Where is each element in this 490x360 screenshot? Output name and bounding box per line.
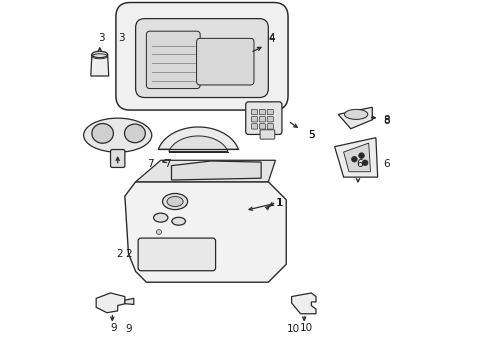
FancyBboxPatch shape	[259, 109, 266, 115]
Text: 8: 8	[383, 116, 390, 126]
Polygon shape	[91, 54, 109, 76]
Text: 8: 8	[383, 115, 390, 125]
FancyBboxPatch shape	[259, 124, 266, 129]
Polygon shape	[125, 298, 134, 305]
FancyBboxPatch shape	[267, 117, 273, 122]
Text: 2: 2	[125, 248, 132, 258]
Text: 10: 10	[299, 324, 313, 333]
Ellipse shape	[172, 217, 186, 225]
Circle shape	[156, 229, 161, 234]
Text: 10: 10	[287, 324, 300, 334]
Ellipse shape	[163, 193, 188, 210]
Circle shape	[362, 160, 368, 166]
Ellipse shape	[92, 123, 113, 143]
Text: 4: 4	[269, 35, 275, 44]
Text: 3: 3	[118, 33, 124, 43]
Polygon shape	[338, 107, 372, 129]
Ellipse shape	[92, 51, 108, 58]
Polygon shape	[158, 127, 238, 149]
Text: 7: 7	[165, 159, 171, 169]
FancyBboxPatch shape	[251, 109, 258, 115]
Polygon shape	[96, 293, 125, 313]
Polygon shape	[343, 143, 370, 172]
FancyBboxPatch shape	[196, 39, 254, 85]
Circle shape	[351, 156, 357, 162]
Text: 6: 6	[383, 159, 390, 169]
Polygon shape	[172, 161, 261, 180]
FancyBboxPatch shape	[267, 109, 273, 115]
Ellipse shape	[84, 118, 152, 152]
Text: 2: 2	[116, 248, 123, 258]
Text: 9: 9	[111, 324, 118, 333]
Circle shape	[359, 153, 365, 158]
Polygon shape	[169, 136, 228, 152]
FancyBboxPatch shape	[116, 3, 288, 110]
Polygon shape	[125, 182, 286, 282]
Ellipse shape	[124, 124, 146, 143]
FancyBboxPatch shape	[267, 124, 273, 129]
FancyBboxPatch shape	[136, 19, 269, 98]
Ellipse shape	[167, 197, 183, 207]
Text: 1: 1	[276, 198, 282, 208]
Text: 5: 5	[308, 130, 315, 140]
Text: 9: 9	[125, 324, 132, 334]
Text: 7: 7	[147, 159, 154, 169]
Text: 4: 4	[269, 33, 275, 43]
Polygon shape	[335, 138, 378, 177]
FancyBboxPatch shape	[138, 238, 216, 271]
Ellipse shape	[344, 109, 368, 120]
Text: 1: 1	[277, 198, 283, 208]
Ellipse shape	[153, 213, 168, 222]
Text: 5: 5	[308, 130, 315, 140]
FancyBboxPatch shape	[147, 31, 200, 89]
FancyBboxPatch shape	[251, 117, 258, 122]
Text: 6: 6	[356, 159, 363, 169]
Polygon shape	[136, 160, 275, 182]
FancyBboxPatch shape	[259, 117, 266, 122]
FancyBboxPatch shape	[111, 149, 125, 167]
FancyBboxPatch shape	[245, 102, 282, 134]
Polygon shape	[292, 293, 316, 314]
FancyBboxPatch shape	[251, 124, 258, 129]
FancyBboxPatch shape	[260, 130, 275, 139]
Text: 3: 3	[98, 33, 105, 43]
